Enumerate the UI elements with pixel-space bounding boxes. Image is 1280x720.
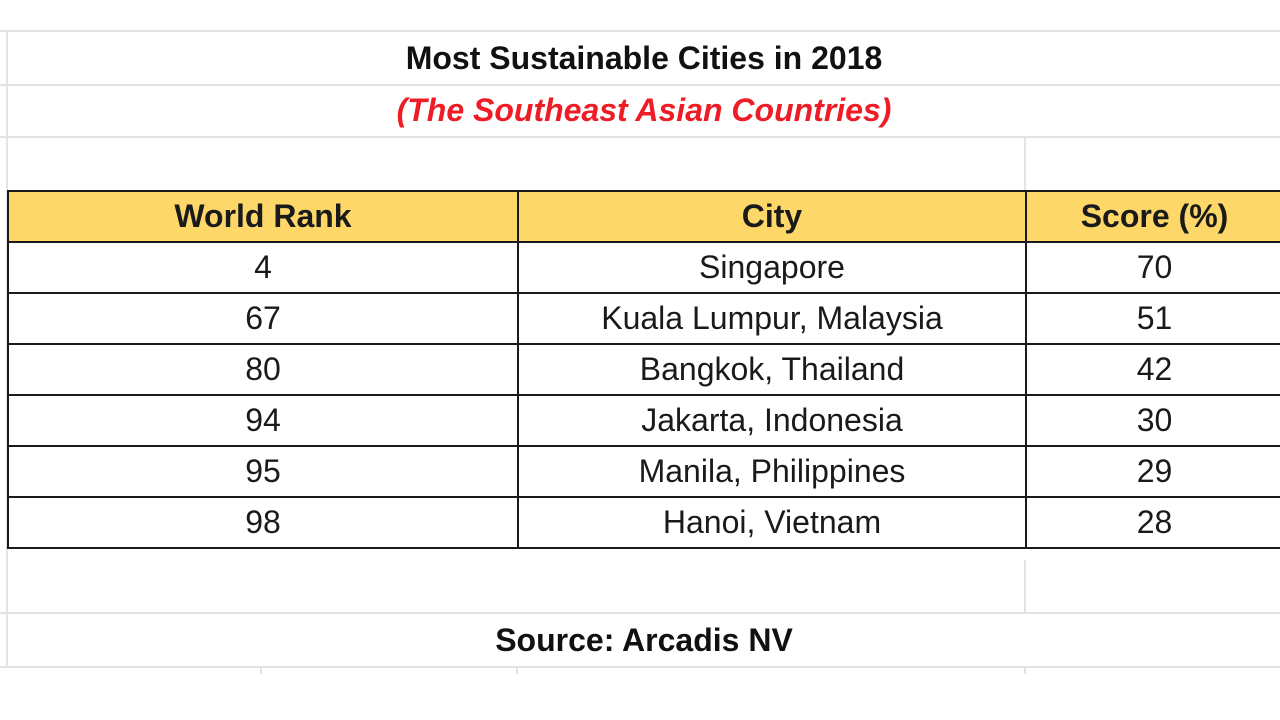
cell-score[interactable]: 28 <box>1025 496 1280 549</box>
gridline <box>0 30 1280 32</box>
cell-world-rank[interactable]: 98 <box>7 496 519 549</box>
cell-world-rank[interactable]: 94 <box>7 394 519 447</box>
table-row: 4 Singapore 70 <box>7 241 1280 294</box>
cell-city[interactable]: Singapore <box>517 241 1027 294</box>
cell-city[interactable]: Bangkok, Thailand <box>517 343 1027 396</box>
cell-world-rank[interactable]: 4 <box>7 241 519 294</box>
cell-city[interactable]: Jakarta, Indonesia <box>517 394 1027 447</box>
cell-city[interactable]: Hanoi, Vietnam <box>517 496 1027 549</box>
gridline <box>1024 560 1026 614</box>
sheet-subtitle: (The Southeast Asian Countries) <box>396 92 892 128</box>
gridline <box>1024 136 1026 192</box>
gridline <box>6 30 8 668</box>
table-row: 94 Jakarta, Indonesia 30 <box>7 394 1280 447</box>
cell-world-rank[interactable]: 67 <box>7 292 519 345</box>
gridline <box>0 612 1280 614</box>
gridline <box>1024 666 1026 674</box>
cell-score[interactable]: 30 <box>1025 394 1280 447</box>
gridline <box>0 136 1280 138</box>
cell-city[interactable]: Manila, Philippines <box>517 445 1027 498</box>
cell-score[interactable]: 42 <box>1025 343 1280 396</box>
table-header-row: World Rank City Score (%) <box>7 190 1280 243</box>
gridline <box>0 84 1280 86</box>
table-row: 80 Bangkok, Thailand 42 <box>7 343 1280 396</box>
header-city[interactable]: City <box>517 190 1027 243</box>
table-row: 67 Kuala Lumpur, Malaysia 51 <box>7 292 1280 345</box>
cell-score[interactable]: 29 <box>1025 445 1280 498</box>
gridline <box>516 666 518 674</box>
header-score[interactable]: Score (%) <box>1025 190 1280 243</box>
gridline <box>260 666 262 674</box>
header-world-rank[interactable]: World Rank <box>7 190 519 243</box>
gridline <box>0 666 1280 668</box>
source-note: Source: Arcadis NV <box>495 622 793 658</box>
sheet-title: Most Sustainable Cities in 2018 <box>405 40 883 76</box>
cell-city[interactable]: Kuala Lumpur, Malaysia <box>517 292 1027 345</box>
cell-world-rank[interactable]: 95 <box>7 445 519 498</box>
sustainable-cities-table: World Rank City Score (%) 4 Singapore 70… <box>7 190 1280 549</box>
cell-world-rank[interactable]: 80 <box>7 343 519 396</box>
cell-score[interactable]: 51 <box>1025 292 1280 345</box>
table-row: 98 Hanoi, Vietnam 28 <box>7 496 1280 549</box>
table-row: 95 Manila, Philippines 29 <box>7 445 1280 498</box>
cell-score[interactable]: 70 <box>1025 241 1280 294</box>
